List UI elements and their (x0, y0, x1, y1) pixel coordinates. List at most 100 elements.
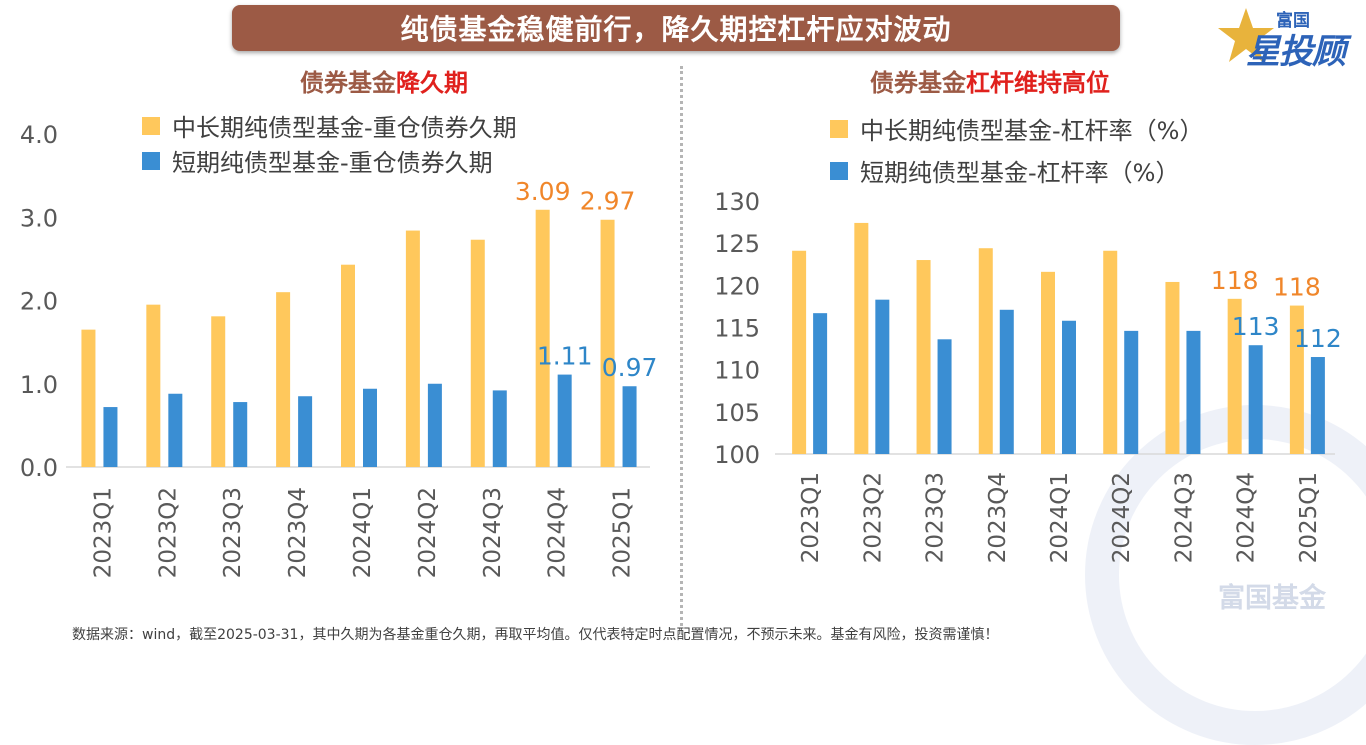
y-tick-label: 125 (714, 230, 760, 258)
x-tick-label: 2024Q4 (545, 487, 571, 578)
bar-long-2024Q4 (535, 209, 550, 467)
legend-swatch-short (142, 151, 160, 170)
data-label: 1.11 (537, 342, 593, 371)
bar-short-2023Q1 (813, 313, 828, 454)
x-tick-label: 2024Q1 (350, 487, 376, 578)
footnote: 数据来源：wind，截至2025-03-31，其中久期为各基金重仓久期，再取平均… (72, 627, 999, 643)
bar-long-2025Q1 (600, 219, 615, 467)
y-tick-label: 115 (714, 315, 760, 343)
bar-long-2023Q3 (916, 260, 931, 454)
bar-long-2023Q2 (146, 304, 161, 467)
x-tick-label: 2024Q2 (415, 487, 441, 578)
bar-short-2024Q3 (492, 390, 507, 467)
bar-long-2025Q1 (1289, 305, 1304, 454)
bar-long-2024Q4 (1227, 298, 1242, 454)
star-logo-icon (1218, 8, 1274, 62)
legend-label: 短期纯债型基金-重仓债券久期 (172, 149, 493, 177)
legend-label: 中长期纯债型基金-杠杆率（%） (860, 117, 1204, 145)
watermark-text: 富国基金 (1218, 583, 1326, 614)
bar-long-2024Q3 (470, 239, 485, 467)
bar-long-2024Q2 (405, 230, 420, 467)
legend-swatch-long (830, 119, 848, 138)
data-label: 0.97 (602, 353, 658, 382)
right-title-highlight: 杠杆维持高位 (966, 69, 1110, 97)
bar-short-2024Q2 (427, 383, 442, 467)
x-tick-label: 2023Q3 (220, 487, 246, 578)
x-tick-label: 2023Q3 (923, 472, 949, 563)
data-label: 2.97 (580, 187, 636, 216)
logo-text-small: 富国 (1276, 11, 1310, 31)
bar-short-2023Q3 (937, 339, 952, 454)
panel-divider (680, 66, 683, 626)
bar-long-2024Q2 (1103, 250, 1118, 454)
bar-short-2024Q3 (1186, 330, 1201, 454)
bar-long-2023Q2 (854, 222, 869, 454)
bar-short-2024Q1 (363, 388, 377, 467)
right-legend-short: 短期纯债型基金-杠杆率（%） (830, 153, 1179, 188)
x-tick-label: 2024Q1 (1047, 472, 1073, 563)
x-tick-label: 2023Q2 (860, 472, 886, 563)
x-tick-label: 2023Q1 (90, 487, 116, 578)
data-label: 112 (1294, 324, 1342, 353)
bar-short-2024Q2 (1124, 330, 1139, 454)
bar-short-2023Q2 (875, 299, 890, 454)
x-tick-label: 2023Q2 (155, 487, 181, 578)
data-label: 118 (1273, 273, 1321, 302)
legend-swatch-long (142, 116, 160, 135)
x-tick-label: 2023Q4 (285, 487, 311, 578)
data-label: 118 (1211, 266, 1259, 295)
logo-text-big: 星投顾 (1246, 32, 1346, 72)
y-tick-label: 105 (714, 399, 760, 427)
data-label: 113 (1232, 312, 1280, 341)
left-title-plain: 债券基金 (300, 69, 396, 97)
bar-short-2024Q4 (557, 374, 572, 467)
bar-short-2023Q4 (999, 309, 1014, 454)
y-tick-label: 2.0 (20, 288, 58, 316)
bar-long-2023Q1 (81, 329, 96, 467)
legend-label: 短期纯债型基金-杠杆率（%） (860, 159, 1180, 187)
x-tick-label: 2024Q2 (1109, 472, 1135, 563)
x-tick-label: 2023Q1 (798, 472, 824, 563)
left-chart-title: 债券基金降久期 (300, 63, 468, 98)
x-tick-label: 2025Q1 (610, 487, 636, 578)
bar-long-2024Q1 (341, 264, 355, 467)
y-tick-label: 0.0 (20, 454, 58, 482)
bar-long-2024Q3 (1165, 281, 1180, 454)
x-tick-label: 2025Q1 (1296, 472, 1322, 563)
x-tick-label: 2024Q4 (1234, 472, 1260, 563)
right-chart-title: 债券基金杠杆维持高位 (870, 63, 1110, 98)
x-tick-label: 2023Q4 (985, 472, 1011, 563)
bar-long-2024Q1 (1041, 271, 1055, 454)
bar-short-2025Q1 (622, 386, 637, 467)
y-tick-label: 1.0 (20, 371, 58, 399)
y-tick-label: 4.0 (20, 121, 58, 149)
right-title-plain: 债券基金 (870, 69, 966, 97)
bar-short-2024Q1 (1062, 320, 1076, 454)
bar-short-2023Q3 (233, 402, 248, 467)
y-tick-label: 120 (714, 272, 760, 300)
legend-swatch-short (830, 161, 848, 180)
bar-short-2025Q1 (1310, 357, 1325, 454)
bar-short-2023Q2 (168, 393, 183, 467)
banner-title: 纯债基金稳健前行，降久期控杠杆应对波动 (232, 5, 1120, 51)
bar-short-2023Q4 (298, 396, 313, 467)
bar-short-2024Q4 (1248, 345, 1263, 454)
legend-label: 中长期纯债型基金-重仓债券久期 (172, 114, 517, 142)
y-tick-label: 3.0 (20, 204, 58, 232)
bar-long-2023Q3 (211, 316, 226, 467)
bar-long-2023Q1 (792, 250, 807, 454)
right-legend-long: 中长期纯债型基金-杠杆率（%） (830, 111, 1203, 146)
left-legend-long: 中长期纯债型基金-重仓债券久期 (142, 108, 517, 143)
x-tick-label: 2024Q3 (1171, 472, 1197, 563)
data-label: 3.09 (515, 177, 571, 206)
bar-short-2023Q1 (103, 407, 118, 467)
x-tick-label: 2024Q3 (480, 487, 506, 578)
y-tick-label: 100 (714, 441, 760, 469)
y-tick-label: 110 (714, 357, 760, 385)
y-tick-label: 130 (714, 188, 760, 216)
left-title-highlight: 降久期 (396, 69, 468, 97)
bar-long-2023Q4 (276, 292, 291, 467)
bar-long-2023Q4 (978, 248, 993, 454)
left-legend-short: 短期纯债型基金-重仓债券久期 (142, 143, 493, 178)
charts-canvas: 0.0 1.0 2.0 3.0 4.0 2023Q1 2023Q2 2023Q3 2023Q4 2… (20, 121, 1342, 578)
